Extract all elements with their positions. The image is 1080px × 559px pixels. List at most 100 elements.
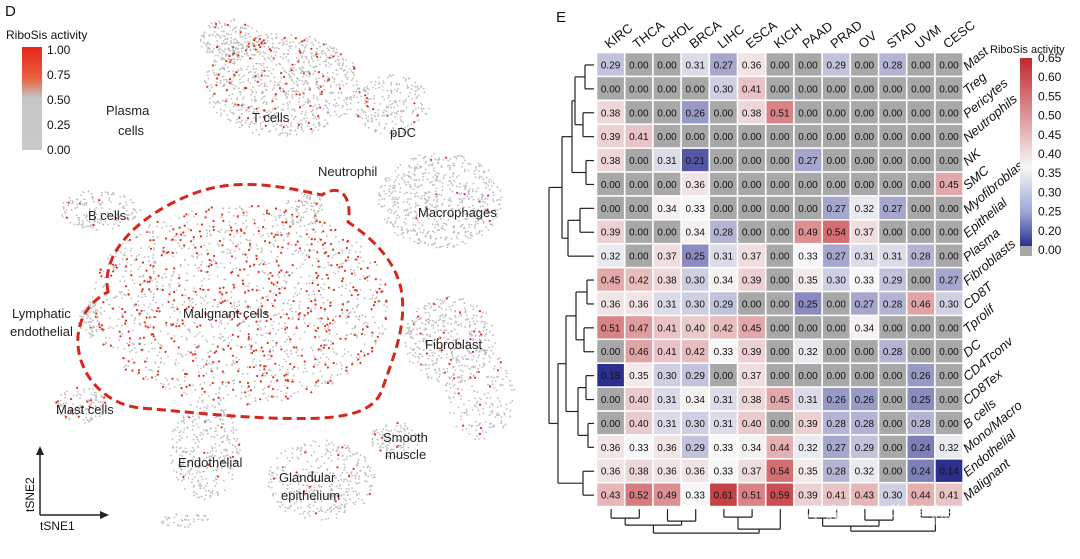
tsne-point	[412, 188, 415, 191]
tsne-point	[348, 289, 351, 292]
tsne-point	[175, 233, 178, 236]
tsne-point	[420, 369, 422, 371]
tsne-point	[278, 276, 280, 279]
tsne-point	[101, 330, 104, 333]
tsne-point	[208, 355, 211, 358]
tsne-point	[372, 316, 375, 318]
tsne-point	[428, 303, 431, 305]
tsne-point	[224, 339, 227, 341]
tsne-point	[478, 310, 481, 313]
tsne-point	[237, 44, 240, 47]
tsne-point	[276, 395, 278, 398]
tsne-point	[215, 392, 217, 395]
tsne-point	[107, 263, 110, 266]
tsne-point	[252, 117, 255, 119]
tsne-point	[236, 118, 239, 121]
tsne-point	[469, 323, 472, 326]
tsne-point	[318, 198, 321, 201]
tsne-point	[272, 346, 275, 348]
tsne-point	[350, 96, 352, 98]
tsne-point	[228, 43, 230, 46]
tsne-point	[466, 365, 468, 368]
tsne-point	[477, 163, 480, 165]
tsne-point	[458, 192, 461, 195]
tsne-point	[204, 295, 207, 298]
tsne-point	[316, 98, 319, 101]
tsne-point	[255, 129, 258, 131]
tsne-point	[126, 217, 129, 220]
tsne-point	[314, 70, 317, 73]
tsne-point	[255, 285, 258, 288]
tsne-point	[470, 425, 473, 428]
tsne-point	[409, 237, 411, 240]
tsne-point	[153, 292, 155, 295]
tsne-point	[240, 346, 243, 349]
tsne-point	[324, 64, 327, 66]
tsne-point	[389, 212, 392, 214]
tsne-point	[272, 320, 275, 323]
tsne-point	[264, 240, 267, 243]
tsne-point	[318, 237, 321, 240]
tsne-point	[488, 360, 491, 363]
tsne-point	[238, 116, 241, 119]
tsne-point	[455, 426, 458, 428]
tsne-point	[315, 271, 318, 275]
tsne-point	[228, 78, 232, 81]
tsne-point	[289, 225, 292, 228]
tsne-point	[275, 333, 277, 335]
tsne-point	[172, 445, 174, 448]
tsne-point	[295, 231, 298, 234]
tsne-point	[460, 381, 462, 384]
tsne-point	[282, 41, 285, 44]
tsne-point	[130, 255, 133, 257]
tsne-point	[407, 198, 409, 201]
tsne-point	[435, 237, 438, 240]
tsne-point	[453, 372, 455, 375]
tsne-point	[457, 204, 459, 207]
tsne-point	[405, 332, 407, 335]
tsne-point	[91, 388, 94, 391]
tsne-point	[206, 270, 209, 274]
tsne-point	[364, 333, 366, 336]
tsne-point	[343, 99, 345, 102]
tsne-point	[294, 310, 297, 313]
tsne-point	[121, 324, 123, 327]
tsne-point	[297, 318, 300, 321]
tsne-point	[233, 438, 236, 440]
tsne-point	[147, 326, 150, 329]
tsne-point	[337, 55, 340, 58]
tsne-point	[194, 442, 197, 444]
tsne-point	[149, 317, 152, 319]
tsne-point	[232, 429, 235, 431]
tsne-point	[216, 367, 219, 370]
tsne-point	[127, 330, 130, 333]
tsne-point	[326, 106, 328, 109]
tsne-point	[436, 172, 438, 174]
tsne-point	[172, 255, 175, 258]
tsne-point	[285, 280, 288, 283]
tsne-point	[498, 203, 501, 206]
tsne-point	[473, 170, 476, 173]
tsne-point	[263, 219, 266, 222]
tsne-point	[197, 426, 200, 429]
tsne-point	[458, 186, 461, 188]
tsne-point	[284, 331, 287, 334]
tsne-point	[449, 387, 452, 389]
tsne-point	[204, 484, 207, 487]
tsne-point	[235, 26, 238, 28]
tsne-point	[262, 91, 265, 94]
tsne-point	[346, 314, 349, 317]
tsne-point	[412, 354, 414, 357]
tsne-point	[467, 169, 470, 172]
tsne-point	[391, 102, 394, 105]
tsne-point	[246, 386, 249, 389]
tsne-point	[222, 286, 225, 289]
tsne-point	[427, 217, 430, 220]
tsne-point	[131, 329, 134, 332]
tsne-point	[210, 234, 213, 237]
tsne-point	[119, 195, 122, 198]
tsne-point	[245, 27, 248, 30]
tsne-point	[453, 383, 456, 386]
tsne-point	[399, 115, 402, 118]
tsne-point	[345, 334, 347, 336]
